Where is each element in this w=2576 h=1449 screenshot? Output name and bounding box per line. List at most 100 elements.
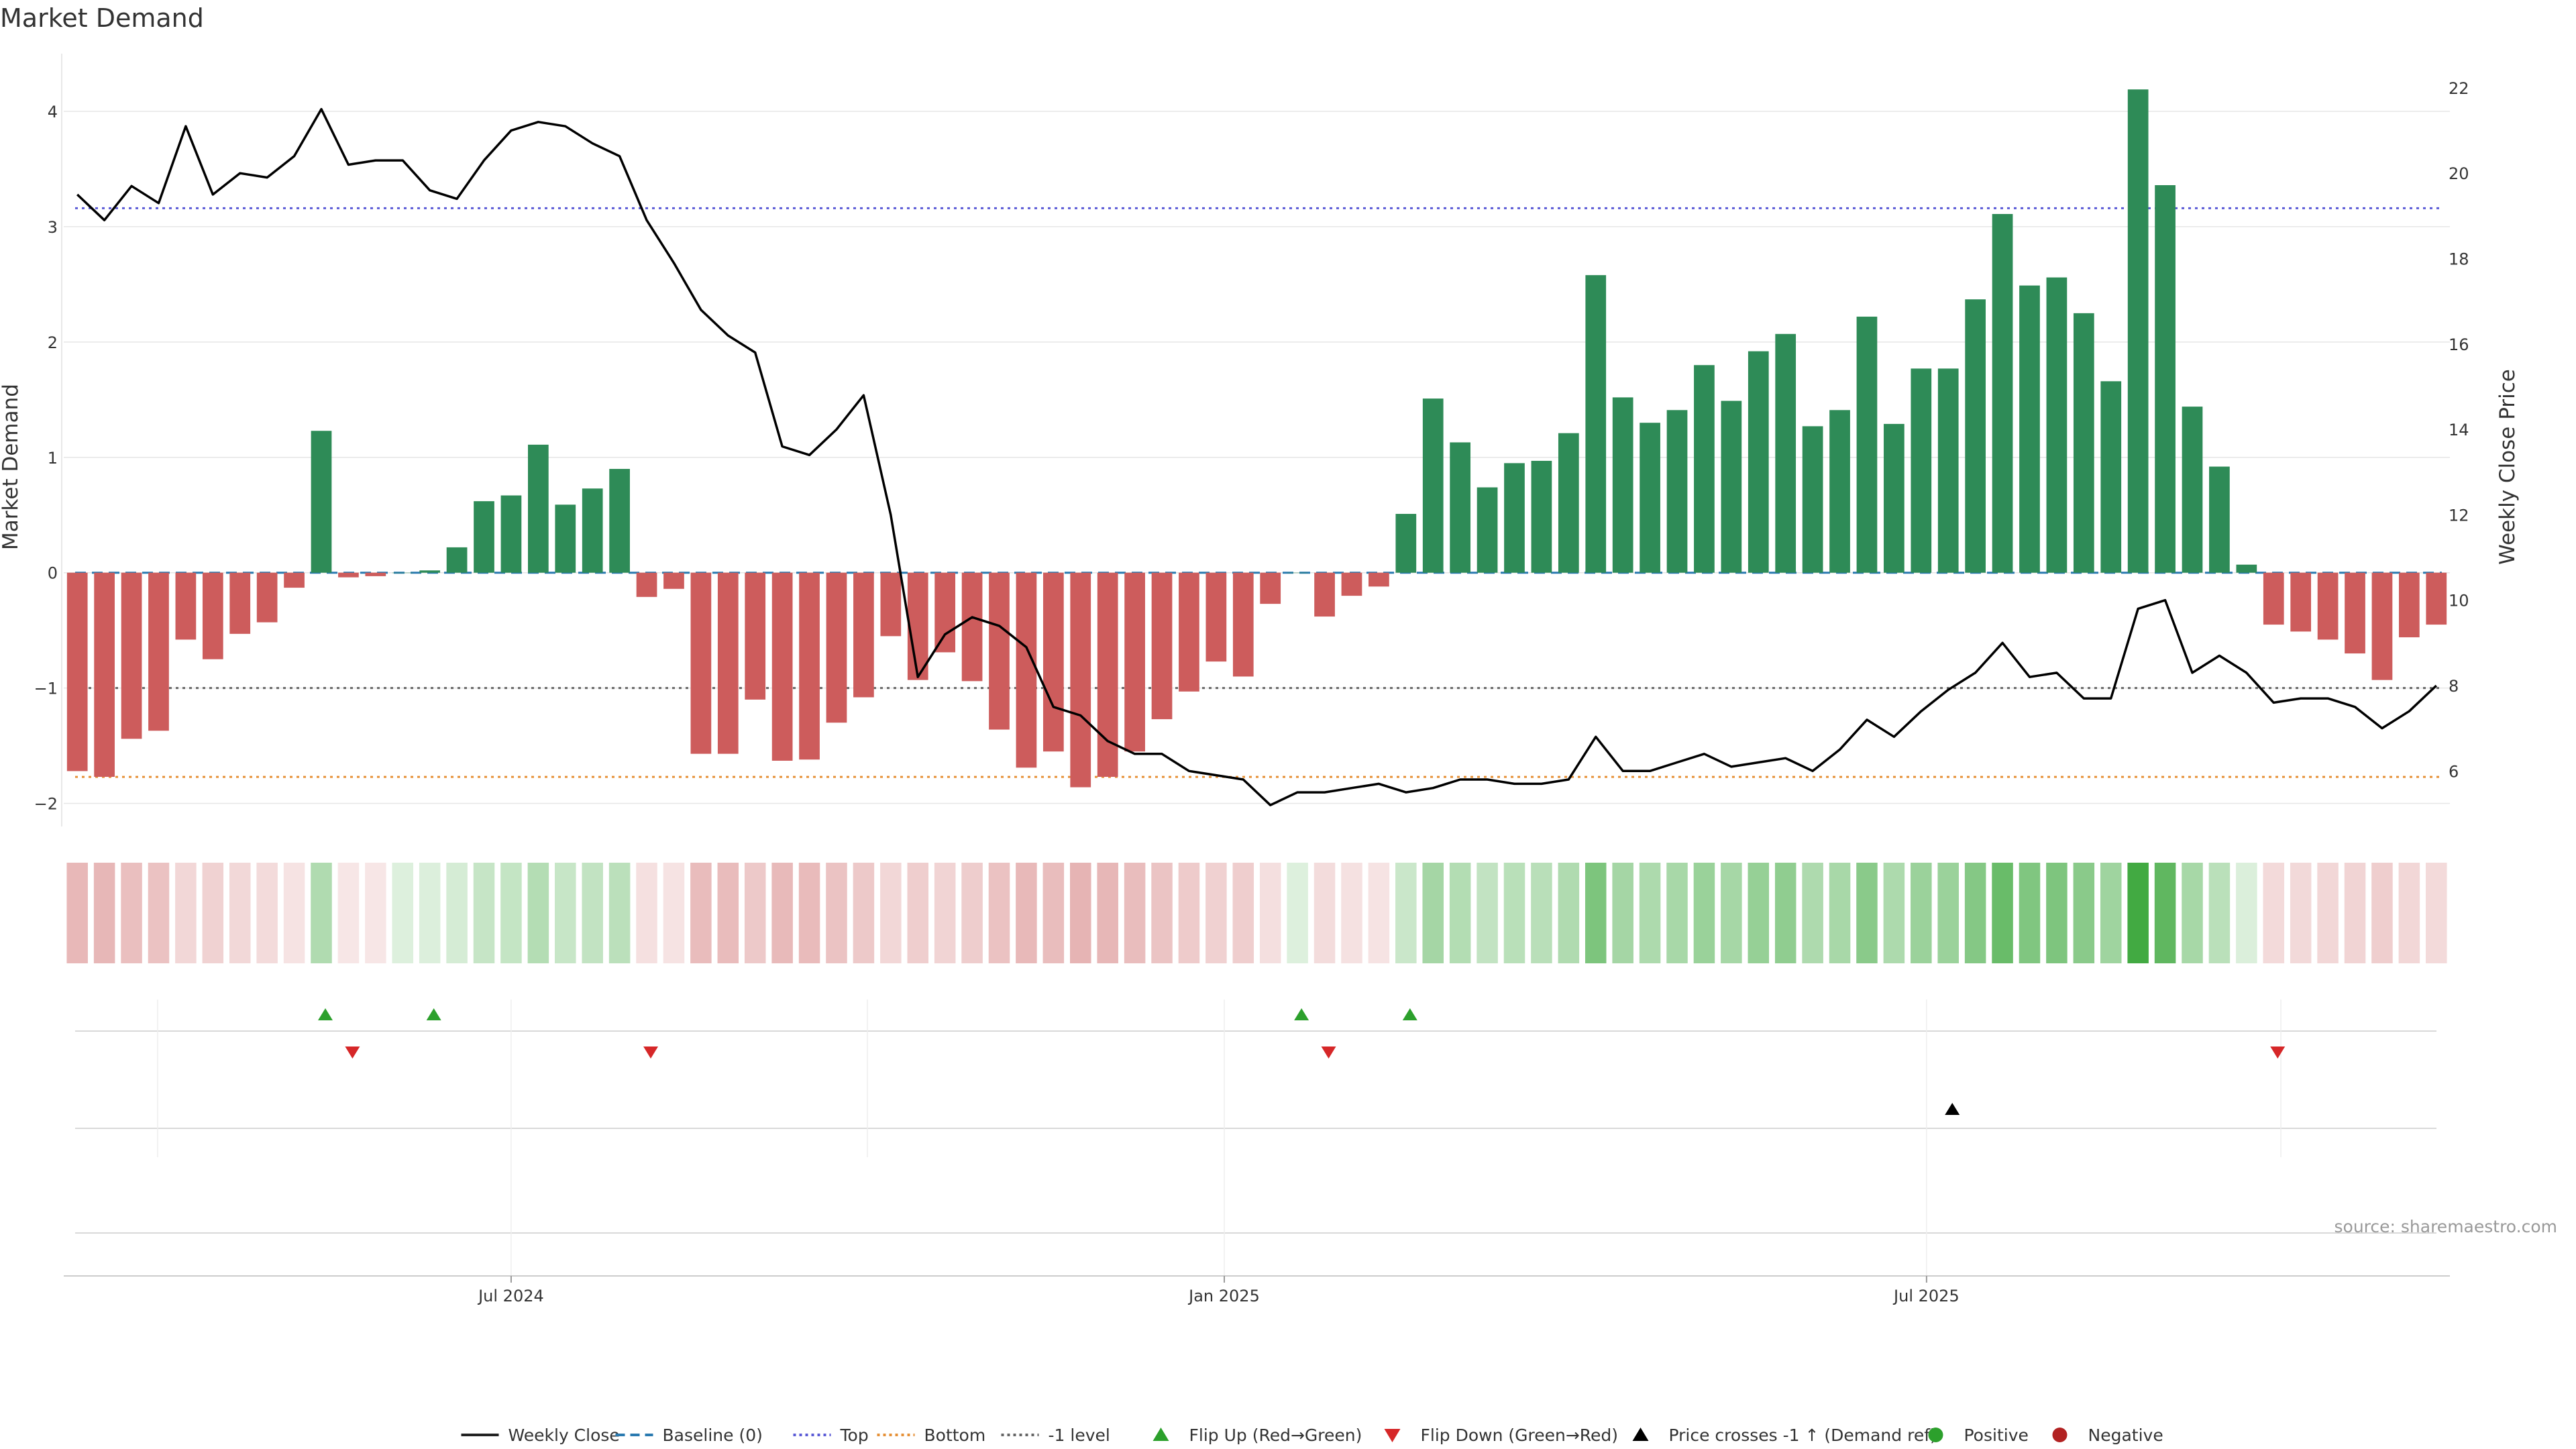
demand-bar <box>1422 398 1444 573</box>
heat-cell <box>1612 863 1633 963</box>
heat-cell <box>2100 863 2122 963</box>
demand-bar <box>2236 564 2257 573</box>
y2-tick-label: 22 <box>2449 79 2469 98</box>
legend-swatch <box>1632 1428 1649 1441</box>
heat-cell <box>1368 863 1390 963</box>
chart-title: Market Demand <box>0 3 204 33</box>
demand-bar <box>1341 572 1362 596</box>
heat-cell <box>1042 863 1065 963</box>
heat-cell <box>1774 863 1796 963</box>
demand-bar <box>1368 572 1389 587</box>
heat-cell <box>582 863 603 963</box>
legend: Weekly Close Baseline (0) Top Bottom -1 leve… <box>461 1426 2163 1445</box>
demand-bar <box>1965 299 1986 573</box>
demand-bar <box>1721 400 1742 573</box>
demand-bar <box>1016 572 1037 768</box>
demand-bar <box>2046 277 2068 573</box>
x-tick-label: Jan 2025 <box>1187 1287 1260 1305</box>
demand-bar <box>419 570 441 573</box>
demand-bar <box>1205 572 1227 662</box>
heat-cell <box>392 863 414 963</box>
y-tick-label: 3 <box>48 218 58 237</box>
heat-cell <box>1422 863 1444 963</box>
legend-item: Price crosses -1 ↑ (Demand ref) <box>1632 1426 1937 1445</box>
heat-cell <box>1639 863 1661 963</box>
heat-cell <box>2182 863 2203 963</box>
heat-cell <box>419 863 441 963</box>
heat-cell <box>1937 863 1959 963</box>
legend-item: Baseline (0) <box>615 1426 763 1445</box>
demand-bar <box>1097 572 1118 777</box>
demand-bar <box>2155 185 2176 573</box>
price-cross-marker <box>1945 1103 1960 1115</box>
demand-bar <box>2371 572 2393 680</box>
legend-item: Flip Up (Red→Green) <box>1152 1426 1362 1445</box>
demand-bar <box>1775 333 1796 573</box>
heat-cell <box>1531 863 1552 963</box>
demand-bar <box>94 572 115 777</box>
heat-cell <box>853 863 875 963</box>
heat-cell <box>1313 863 1336 963</box>
heat-cell <box>961 863 983 963</box>
demand-bar <box>365 572 386 576</box>
heat-cell <box>1259 863 1281 963</box>
heat-cell <box>256 863 278 963</box>
demand-bar <box>229 572 251 634</box>
demand-bar <box>1042 572 1064 752</box>
demand-bar <box>934 572 956 653</box>
heat-cell <box>365 863 386 963</box>
legend-item: Weekly Close <box>461 1426 620 1445</box>
y-tick-label: 2 <box>48 333 58 352</box>
demand-bar <box>1260 572 1281 604</box>
heat-cell <box>1016 863 1037 963</box>
heat-cell <box>1287 863 1308 963</box>
heat-cell <box>2154 863 2176 963</box>
demand-bar <box>663 572 684 589</box>
heat-cell <box>1992 863 2013 963</box>
heat-cell <box>988 863 1010 963</box>
legend-label: Top <box>840 1426 869 1445</box>
demand-bar <box>1531 460 1552 573</box>
heat-cell <box>121 863 142 963</box>
demand-bar <box>1395 514 1417 573</box>
heat-cell <box>2236 863 2257 963</box>
demand-bar <box>527 444 549 573</box>
heat-cell <box>1395 863 1417 963</box>
heat-cell <box>1585 863 1607 963</box>
x-tick-label: Jul 2024 <box>477 1287 544 1305</box>
flip-up-marker <box>1294 1008 1309 1020</box>
flip-down-marker <box>2270 1046 2286 1059</box>
demand-bar <box>392 572 413 574</box>
heat-cell <box>555 863 576 963</box>
demand-bar <box>826 572 847 723</box>
heat-cell <box>473 863 495 963</box>
heat-cell <box>2344 863 2366 963</box>
heat-cell <box>1232 863 1254 963</box>
demand-bar <box>1666 410 1688 573</box>
heat-cell <box>148 863 170 963</box>
demand-bars <box>66 89 2447 788</box>
demand-bar <box>1748 351 1769 573</box>
demand-bar <box>1856 317 1878 573</box>
y2-tick-label: 18 <box>2449 250 2469 269</box>
y2-tick-label: 8 <box>2449 677 2459 696</box>
heat-cell <box>880 863 902 963</box>
flip-up-marker <box>1402 1008 1417 1020</box>
heat-cell <box>798 863 820 963</box>
heat-cell <box>2263 863 2285 963</box>
heat-cell <box>1341 863 1362 963</box>
legend-label: Bottom <box>924 1426 986 1445</box>
heat-cell <box>2208 863 2231 963</box>
heat-cell <box>1721 863 1742 963</box>
demand-bar <box>1884 423 1904 573</box>
heat-cell <box>1829 863 1851 963</box>
heat-cell <box>1802 863 1823 963</box>
demand-bar <box>799 572 820 760</box>
demand-bar <box>1232 572 1254 677</box>
demand-bar <box>284 572 305 588</box>
heat-cell <box>500 863 522 963</box>
demand-bar <box>474 501 494 573</box>
price-line <box>76 107 2438 806</box>
demand-bar <box>745 572 766 700</box>
